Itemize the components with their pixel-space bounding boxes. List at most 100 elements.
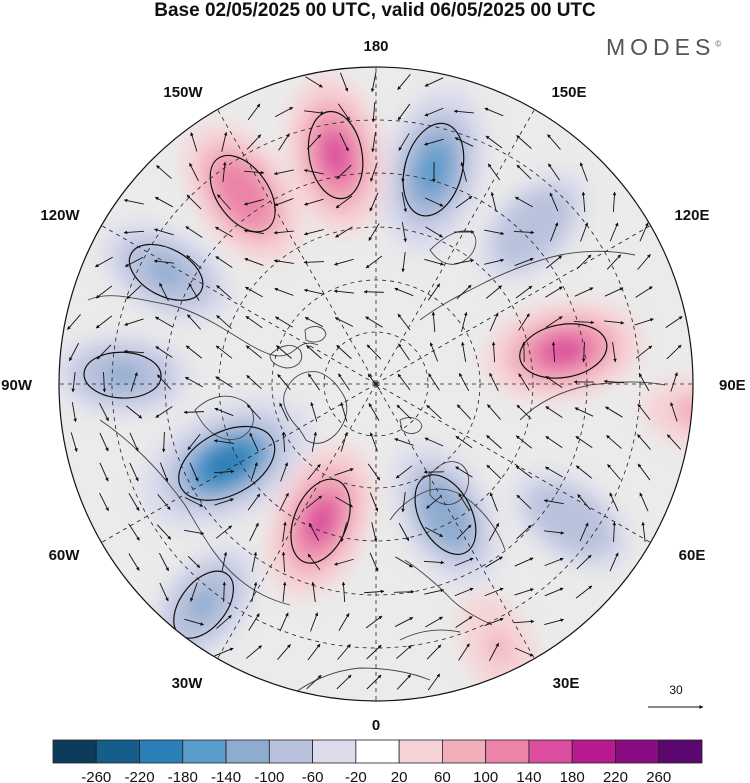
brand-logo: MODES©	[606, 34, 721, 61]
wind-arrow	[185, 226, 203, 238]
lon-label-120e: 120E	[674, 207, 709, 224]
wind-arrow	[305, 495, 323, 509]
wind-arrow	[580, 222, 589, 242]
wind-arrow	[129, 462, 139, 482]
wind-arrow	[514, 196, 533, 208]
wind-arrow	[123, 230, 145, 235]
wind-arrow	[190, 582, 198, 602]
wind-arrow	[453, 109, 474, 114]
colorbar-swatch	[658, 739, 703, 764]
wind-arrow	[186, 254, 202, 270]
wind-arrow	[398, 133, 410, 151]
wind-arrow	[575, 435, 593, 449]
wind-arrow	[216, 315, 232, 329]
wind-arrow	[311, 431, 317, 452]
colorbar-swatch	[615, 739, 660, 764]
colorbar-label: -220	[125, 769, 155, 783]
wind-arrow	[307, 373, 321, 391]
wind-arrow	[275, 316, 293, 328]
meridian-line	[217, 109, 377, 385]
wind-arrow	[371, 101, 376, 123]
wind-arrow	[307, 643, 321, 661]
anomaly-field	[59, 75, 693, 701]
meridian-line	[101, 383, 377, 543]
wind-arrow	[401, 162, 406, 183]
wind-arrow	[246, 374, 262, 390]
wind-arrow	[396, 404, 412, 420]
wind-arrow	[273, 230, 294, 235]
brand-mark: ©	[715, 39, 722, 49]
wind-arrow	[427, 673, 441, 691]
wind-arrow	[394, 617, 414, 627]
wind-arrow	[188, 283, 200, 301]
wind-arrow	[334, 558, 354, 566]
wind-arrow	[485, 556, 503, 568]
colorbar-swatch	[441, 739, 487, 764]
wind-arrow	[215, 256, 233, 268]
wind-arrow	[544, 587, 564, 597]
wind-arrow	[604, 320, 625, 325]
wind-arrow	[484, 229, 505, 236]
wind-arrow	[424, 437, 444, 447]
wind-arrow	[99, 492, 109, 512]
wind-arrow	[424, 588, 445, 595]
wind-arrow	[550, 222, 559, 242]
wind-arrow	[635, 286, 653, 298]
wind-arrow	[306, 674, 322, 690]
wind-arrow	[488, 642, 500, 662]
wind-arrow	[547, 134, 561, 150]
wind-arrow	[216, 285, 232, 299]
wind-arrow	[94, 256, 113, 268]
wind-arrow	[247, 493, 261, 511]
wind-arrow	[214, 498, 234, 506]
wind-arrow	[369, 552, 379, 572]
wind-arrow	[214, 647, 234, 657]
wind-arrow	[396, 645, 412, 659]
wind-arrow	[243, 198, 264, 206]
coast-greenland	[283, 371, 348, 444]
meridian-line	[217, 383, 377, 659]
wind-arrow	[515, 285, 533, 299]
wind-arrow	[455, 616, 473, 628]
wind-arrow	[303, 229, 324, 236]
wind-arrow	[456, 284, 472, 300]
wind-arrow	[455, 466, 473, 478]
wind-arrow	[397, 74, 411, 90]
wind-arrow	[130, 372, 138, 392]
wind-arrow	[366, 644, 382, 660]
wind-arrow	[516, 164, 532, 180]
wind-arrow	[307, 463, 321, 481]
anomaly-shade	[429, 494, 461, 535]
wind-arrow	[485, 135, 503, 149]
meridians	[59, 67, 693, 701]
lon-label-60w: 60W	[49, 547, 81, 564]
wind-arrow	[280, 462, 288, 482]
wind-arrow	[516, 404, 532, 420]
wind-arrow	[429, 342, 438, 362]
brand-text: MODES	[606, 34, 716, 60]
wind-arrow	[222, 581, 227, 603]
wind-arrow	[612, 521, 617, 543]
wind-arrow	[279, 402, 289, 422]
wind-arrow	[424, 138, 444, 146]
wind-arrow	[217, 194, 231, 210]
wind-arrow	[243, 170, 265, 175]
wind-arrow	[666, 344, 682, 360]
wind-arrow	[279, 612, 289, 632]
wind-arrow	[308, 522, 320, 542]
colorbar-label: 260	[646, 769, 671, 783]
wind-arrow	[637, 463, 651, 481]
wind-arrow	[335, 496, 353, 508]
wind-arrow	[215, 376, 233, 388]
wind-arrow	[577, 494, 591, 510]
wind-arrow	[187, 555, 201, 569]
wind-arrow	[156, 165, 172, 179]
wind-arrow	[95, 285, 113, 299]
wind-arrow	[99, 402, 109, 422]
wind-arrow	[215, 345, 233, 359]
wind-arrow	[154, 228, 174, 236]
colorbar-swatch	[139, 739, 184, 764]
wind-arrow	[213, 469, 235, 474]
wind-arrow	[335, 226, 353, 238]
colorbar-label: -140	[211, 769, 241, 783]
